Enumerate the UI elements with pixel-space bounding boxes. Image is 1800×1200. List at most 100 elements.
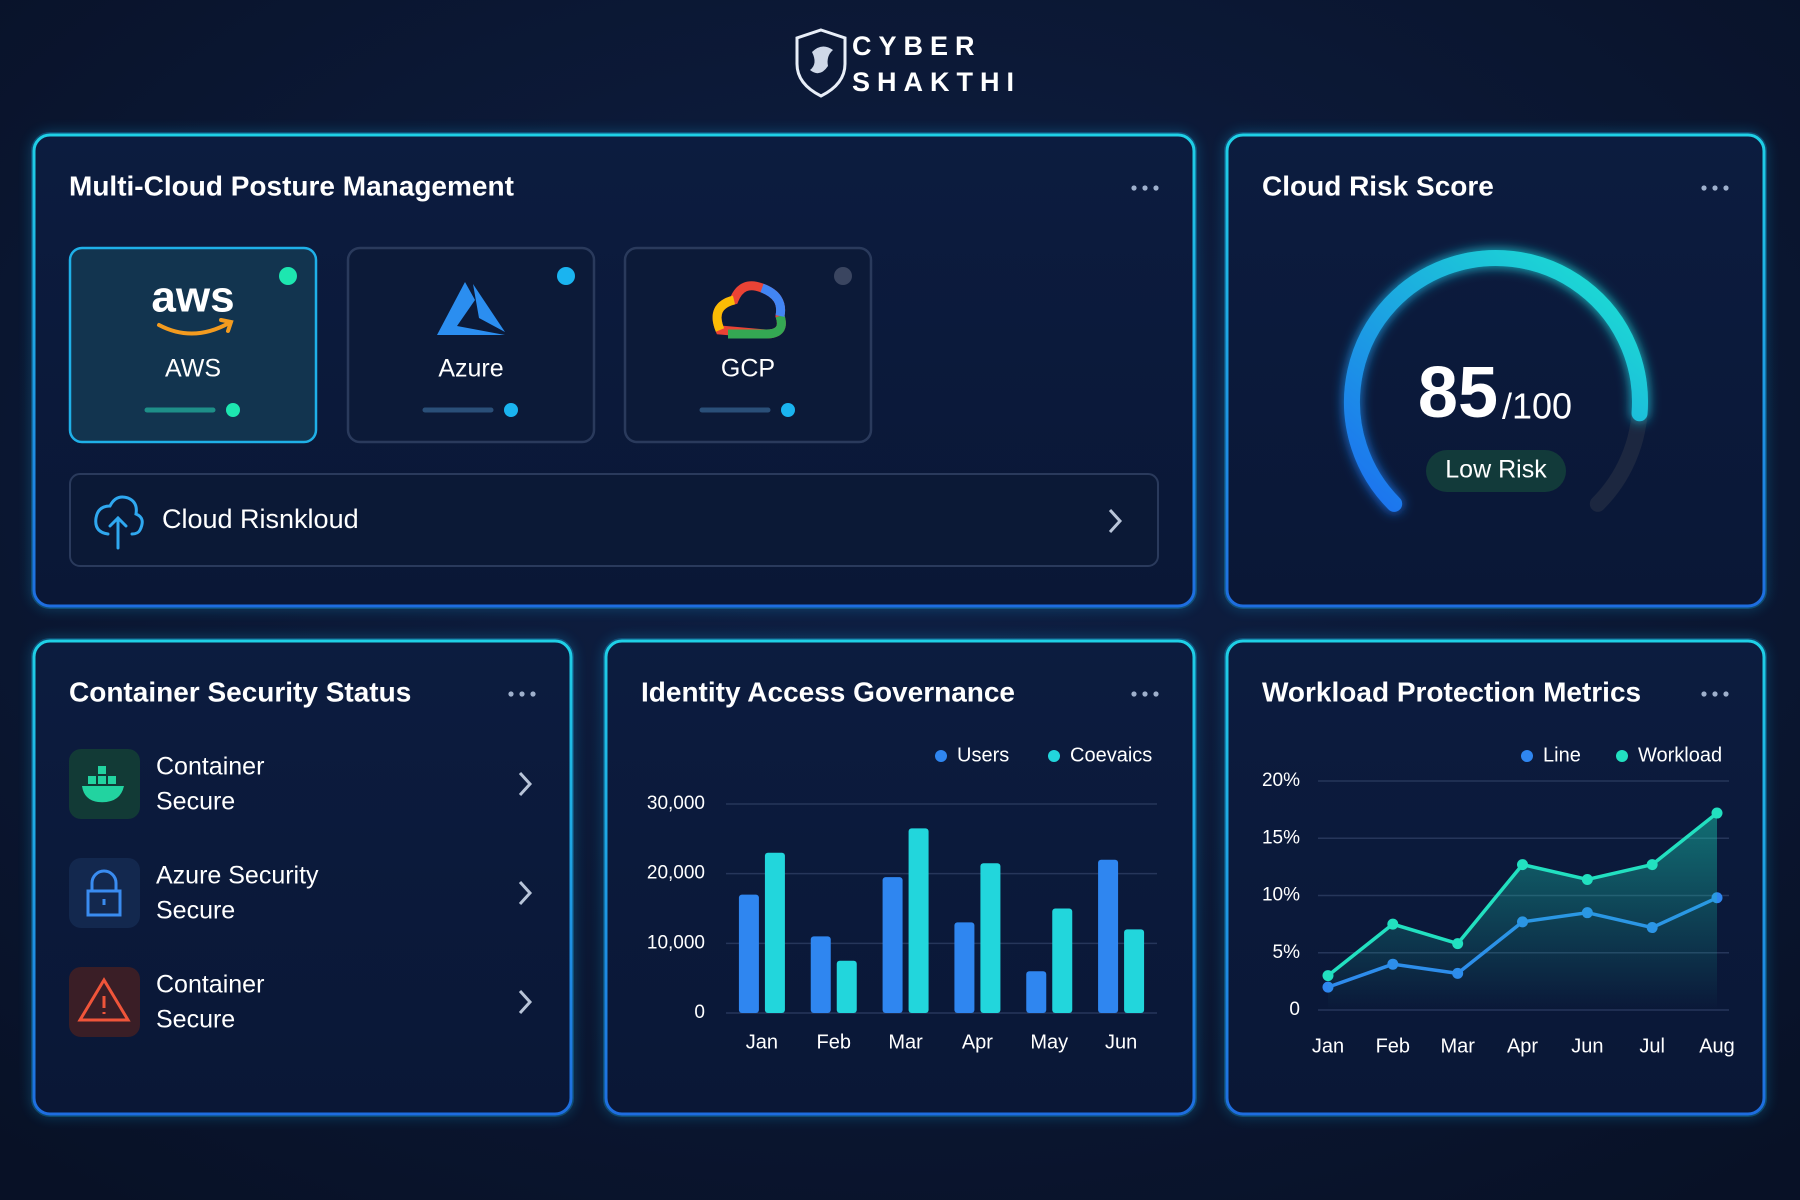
gcp-logo-part (712, 295, 736, 332)
x-tick-label: Feb (1376, 1035, 1410, 1057)
bar (980, 863, 1001, 1013)
menu-dot[interactable] (1142, 691, 1148, 697)
bar (1124, 929, 1145, 1013)
legend-marker (1616, 750, 1628, 762)
chevron[interactable] (518, 771, 533, 797)
menu-dot[interactable] (519, 691, 525, 697)
item-icon (69, 858, 140, 928)
menu-dot[interactable] (1131, 691, 1137, 697)
gcp-logo-part (728, 314, 786, 339)
menu-dot[interactable] (1153, 691, 1159, 697)
provider-card[interactable] (346, 246, 596, 444)
provider-name: AWS (165, 355, 221, 383)
chevron[interactable] (518, 880, 533, 906)
status-dot (781, 403, 795, 417)
point (1581, 873, 1593, 885)
score-max: /100 (1502, 386, 1572, 427)
bar (1052, 908, 1073, 1013)
item-name: Container (156, 971, 264, 999)
x-tick-label: Jul (1639, 1035, 1665, 1057)
chevron (1108, 508, 1123, 534)
more-menu[interactable] (1131, 185, 1159, 191)
azure-logo (437, 282, 505, 335)
x-tick-label: Apr (962, 1031, 993, 1053)
provider-name: GCP (721, 355, 775, 383)
item-status: Secure (156, 897, 235, 925)
legend-label: Coevaics (1070, 744, 1152, 766)
y-tick-label: 20,000 (647, 863, 705, 884)
legend-marker (935, 750, 947, 762)
lock-icon (86, 869, 122, 917)
item-status: Secure (156, 788, 235, 816)
point (1452, 938, 1464, 950)
panel-title: Identity Access Governance (641, 676, 1015, 707)
point (1517, 859, 1528, 871)
menu-dot[interactable] (1723, 185, 1729, 191)
point (1387, 918, 1399, 930)
y-tick-label: 10% (1262, 885, 1300, 906)
menu-dot[interactable] (508, 691, 514, 697)
provider-card[interactable] (68, 246, 318, 444)
more-menu[interactable] (508, 691, 536, 697)
area-fill (1328, 813, 1717, 1010)
menu-dot[interactable] (530, 691, 536, 697)
alert-icon (77, 977, 131, 1022)
status-dot (834, 267, 852, 285)
legend-label: Line (1543, 744, 1581, 766)
y-tick-label: 10,000 (647, 932, 705, 953)
item-name: Azure Security (156, 862, 319, 890)
x-tick-label: Jun (1571, 1035, 1603, 1057)
risk-badge (1426, 450, 1566, 492)
gauge-value (1344, 250, 1648, 512)
status-dot (504, 403, 518, 417)
logo-figure (810, 46, 833, 74)
status-dot (557, 267, 575, 285)
docker-icon (82, 766, 124, 803)
x-tick-label: Feb (817, 1031, 851, 1053)
menu-dot[interactable] (1701, 185, 1707, 191)
more-menu[interactable] (1701, 185, 1729, 191)
x-tick-label: Aug (1699, 1035, 1735, 1057)
legend-marker (1521, 750, 1533, 762)
legend-label: Users (957, 744, 1009, 766)
panel-title: Container Security Status (69, 676, 411, 707)
gcp-logo-part (760, 283, 786, 317)
more-menu[interactable] (1131, 691, 1159, 697)
bar (954, 922, 975, 1013)
search-text: Cloud Risnkloud (162, 504, 359, 534)
menu-dot[interactable] (1701, 691, 1707, 697)
more-menu[interactable] (1701, 691, 1729, 697)
x-tick-label: Apr (1507, 1035, 1538, 1057)
status-dot (226, 403, 240, 417)
brand-line: SHAKTHI (852, 67, 1021, 97)
y-tick-label: 0 (1289, 999, 1300, 1020)
chevron[interactable] (518, 989, 533, 1015)
aws-smile (157, 318, 234, 336)
legend-marker (1048, 750, 1060, 762)
menu-dot[interactable] (1142, 185, 1148, 191)
y-tick-label: 0 (694, 1002, 705, 1023)
provider-name: Azure (438, 355, 503, 383)
provider-card[interactable] (623, 246, 873, 444)
x-tick-label: Jun (1105, 1031, 1137, 1053)
x-tick-label: Jan (746, 1031, 778, 1053)
x-tick-label: Mar (1440, 1035, 1475, 1057)
menu-dot[interactable] (1153, 185, 1159, 191)
score-value: 85 (1418, 353, 1498, 433)
search-bar[interactable] (69, 473, 1159, 567)
risk-badge-text: Low Risk (1445, 456, 1547, 484)
bar (738, 894, 759, 1013)
logo (795, 28, 847, 98)
point (1322, 970, 1334, 982)
menu-dot[interactable] (1712, 691, 1718, 697)
point (1646, 859, 1658, 871)
y-tick-label: 5% (1273, 942, 1301, 963)
menu-dot[interactable] (1712, 185, 1718, 191)
menu-dot[interactable] (1131, 185, 1137, 191)
status-dot (279, 267, 297, 285)
item-name: Container (156, 753, 264, 781)
cloud-icon (94, 495, 144, 550)
y-tick-label: 15% (1262, 827, 1300, 848)
menu-dot[interactable] (1723, 691, 1729, 697)
